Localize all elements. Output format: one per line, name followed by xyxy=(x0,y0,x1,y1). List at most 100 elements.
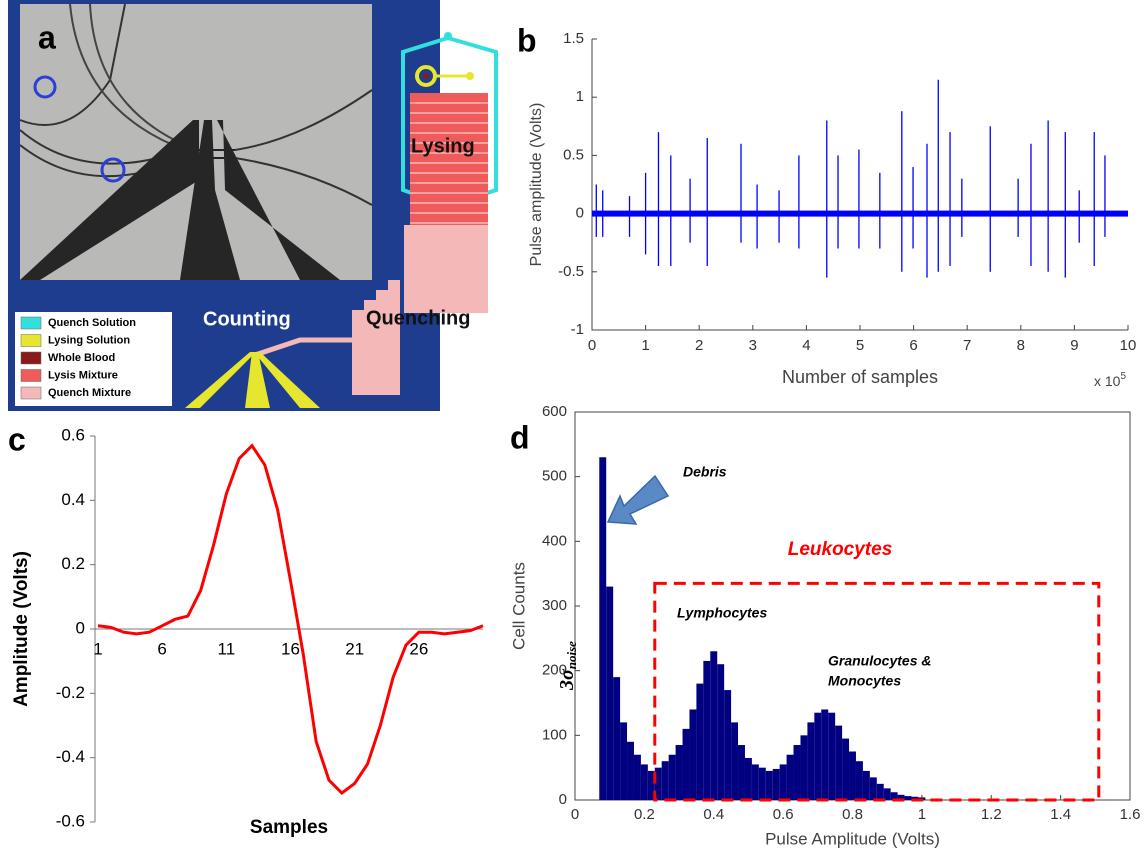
y-tick-label: 100 xyxy=(542,726,567,743)
bar xyxy=(620,722,628,800)
x-axis-title: Pulse Amplitude (Volts) xyxy=(765,829,940,848)
bar xyxy=(828,712,836,800)
cell-marker xyxy=(33,75,57,99)
lysing-inlet xyxy=(466,72,474,80)
legend-swatch xyxy=(20,334,42,347)
x-tick-label: 3 xyxy=(749,337,757,354)
bar xyxy=(606,586,614,800)
panel-letter: b xyxy=(517,22,537,58)
annotation: Granulocytes & xyxy=(828,653,931,669)
bar xyxy=(647,770,655,800)
counting-electrode xyxy=(254,352,320,408)
bar xyxy=(696,683,704,800)
x-tick-label: 0.4 xyxy=(703,806,724,823)
bar xyxy=(876,783,884,800)
debris-arrow xyxy=(606,474,670,525)
y-tick-label: 0.2 xyxy=(61,554,85,573)
channel xyxy=(69,3,186,151)
x-tick-label: 0.2 xyxy=(634,806,655,823)
x-tick-label: 1.4 xyxy=(1050,806,1071,823)
bar xyxy=(869,777,877,800)
bar xyxy=(717,664,725,800)
y-tick-label: 300 xyxy=(542,597,567,614)
bar xyxy=(890,792,898,800)
y-tick-label: -1 xyxy=(571,321,584,338)
bar xyxy=(744,757,752,800)
x-tick-label: 11 xyxy=(218,639,236,658)
bar xyxy=(842,738,850,800)
bar xyxy=(751,764,759,800)
x-tick-label: 10 xyxy=(1120,337,1137,354)
bar xyxy=(640,764,648,800)
bar xyxy=(904,796,912,800)
x-tick-label: 1 xyxy=(918,806,926,823)
blood-inlet-core xyxy=(423,73,429,79)
x-tick-label: 1.6 xyxy=(1120,806,1141,823)
cell-marker xyxy=(100,157,126,183)
x-tick-label: 6 xyxy=(157,639,166,658)
bar xyxy=(627,741,634,800)
signal-line xyxy=(97,443,484,796)
bar xyxy=(772,768,780,800)
panel-letter: d xyxy=(510,419,530,455)
legend-swatch xyxy=(20,386,42,400)
axes-box xyxy=(574,411,1131,801)
threshold-text: 3σ xyxy=(556,668,578,691)
bar xyxy=(654,767,662,800)
x-axis-title: Number of samples xyxy=(782,367,938,387)
x-tick-label: 4 xyxy=(802,337,810,354)
x-tick-label: 8 xyxy=(1017,337,1025,354)
quench-steps xyxy=(352,280,400,395)
y-tick-label: 1 xyxy=(576,88,584,105)
legend-label: Lysis Mixture xyxy=(48,369,118,381)
legend-label: Lysing Solution xyxy=(48,334,130,346)
bar xyxy=(731,722,739,800)
bar xyxy=(835,725,843,800)
bar xyxy=(661,761,669,800)
y-tick-label: 200 xyxy=(542,662,567,679)
x-tick-label: 9 xyxy=(1070,337,1078,354)
x-tick-label: 16 xyxy=(281,639,300,658)
bar xyxy=(765,770,773,800)
region-label: Quenching xyxy=(366,307,470,329)
axis-multiplier: x 105 xyxy=(1094,371,1126,389)
bar xyxy=(911,796,919,800)
electrode xyxy=(180,120,240,280)
threshold-label: 3σnoise xyxy=(556,641,579,691)
annotation: Debris xyxy=(683,464,727,480)
y-axis-title: Pulse amplitude (Volts) xyxy=(528,103,545,267)
x-tick-label: 0 xyxy=(588,337,596,354)
noise-band xyxy=(592,210,1128,217)
x-tick-label: 7 xyxy=(963,337,971,354)
bar xyxy=(862,770,870,800)
y-tick-label: 0.4 xyxy=(61,490,85,509)
bar xyxy=(738,745,745,800)
multiplier-base: x 10 xyxy=(1094,373,1121,389)
x-tick-label: 6 xyxy=(909,337,917,354)
bar xyxy=(897,794,905,800)
inlet xyxy=(444,32,452,40)
bar xyxy=(807,722,815,800)
y-tick-label: -0.4 xyxy=(56,747,85,766)
legend-swatch xyxy=(20,316,42,330)
counting-electrode xyxy=(185,352,256,408)
y-axis-title: Cell Counts xyxy=(509,562,528,650)
x-tick-label: 26 xyxy=(409,639,428,658)
bar xyxy=(821,709,829,800)
y-tick-label: 0.5 xyxy=(563,146,584,163)
bar xyxy=(613,677,621,800)
bar xyxy=(849,751,856,800)
legend-swatch xyxy=(20,351,42,365)
panel-a xyxy=(8,0,498,411)
bar xyxy=(855,761,863,800)
annotation: Monocytes xyxy=(828,673,901,689)
x-tick-label: 0.8 xyxy=(842,806,863,823)
electrode xyxy=(20,120,199,280)
channel xyxy=(234,89,373,206)
bar xyxy=(814,712,822,800)
bar xyxy=(682,728,690,800)
annotation: Lymphocytes xyxy=(677,605,767,621)
y-axis-title: Amplitude (Volts) xyxy=(11,551,32,707)
x-tick-label: 0.6 xyxy=(773,806,794,823)
